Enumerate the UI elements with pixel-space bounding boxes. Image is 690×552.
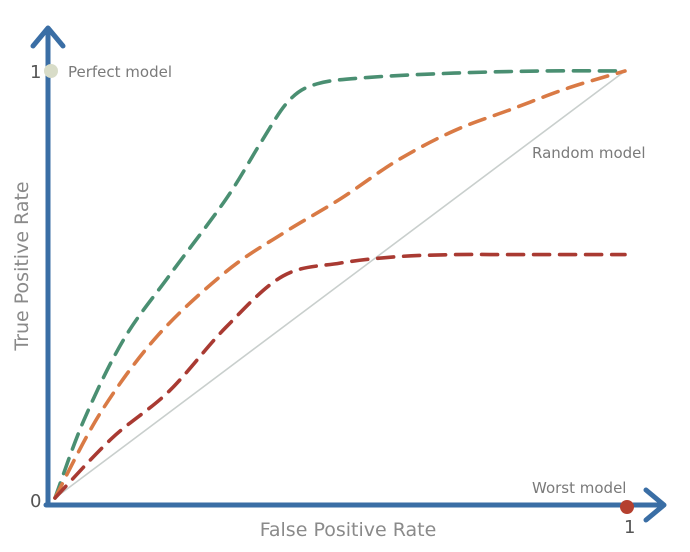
x-max-tick-label: 1 (624, 517, 635, 538)
x-axis-label: False Positive Rate (260, 519, 437, 541)
random-model-label: Random model (532, 144, 646, 162)
y-max-tick-label: 1 (30, 62, 41, 83)
markers (44, 64, 634, 514)
series-line-1 (53, 69, 627, 500)
origin-tick-label: 0 (30, 491, 41, 512)
series-line-0 (53, 69, 627, 500)
series-line-3 (54, 70, 626, 499)
worst-model-label: Worst model (532, 479, 626, 497)
y-axis-arrowhead (30, 25, 66, 49)
y-axis-label: True Positive Rate (11, 181, 33, 351)
series-layer (53, 69, 627, 500)
perfect-model-marker (44, 64, 58, 78)
worst-model-marker (620, 500, 634, 514)
perfect-model-label: Perfect model (68, 63, 172, 81)
x-axis-arrowhead (643, 487, 667, 523)
labels: 1 0 1 False Positive Rate True Positive … (11, 62, 646, 541)
axes (30, 25, 667, 523)
series-line-2 (53, 252, 627, 500)
